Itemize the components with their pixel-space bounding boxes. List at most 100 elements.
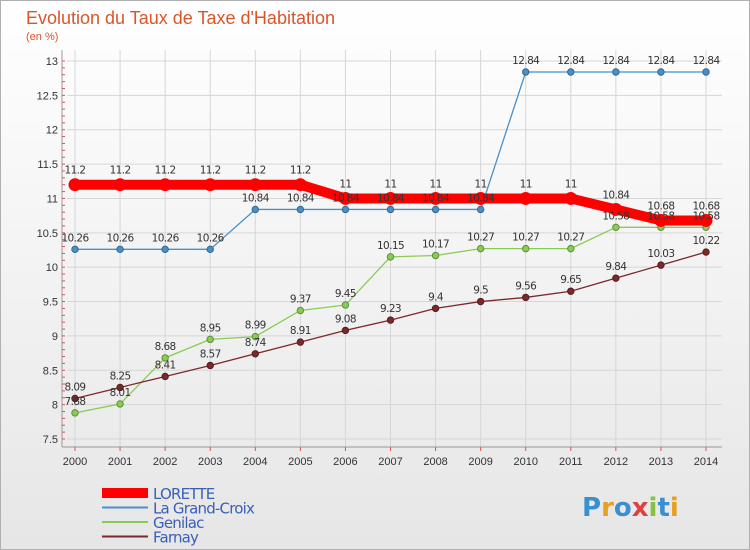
x-tick-label: 2007 <box>378 456 402 468</box>
legend-label-genilac: Genilac <box>153 514 204 532</box>
legend-label-lorette: LORETTE <box>153 485 215 503</box>
legend-label-la-grand-croix: La Grand-Croix <box>153 500 255 518</box>
data-point-farnay <box>251 350 259 358</box>
data-label-genilac: 10.17 <box>422 238 449 250</box>
data-label-genilac: 10.15 <box>377 240 404 252</box>
data-label-lorette: 11 <box>475 178 487 190</box>
data-point-lorette <box>68 178 82 192</box>
data-label-farnay: 9.56 <box>515 280 537 292</box>
data-point-genilac <box>567 244 575 253</box>
data-point-farnay <box>296 338 305 346</box>
y-tick-label: 7.5 <box>43 434 58 446</box>
data-label-la-grand-croix: 10.26 <box>197 232 225 244</box>
data-label-genilac: 9.45 <box>335 288 356 300</box>
series-layer <box>68 68 713 417</box>
data-point-la-grand-croix <box>431 205 440 214</box>
y-tick-label: 11.5 <box>37 159 58 171</box>
data-label-la-grand-croix: 10.84 <box>332 192 360 204</box>
data-label-lorette: 11.2 <box>65 165 86 177</box>
data-point-la-grand-croix <box>116 245 124 254</box>
data-label-genilac: 8.01 <box>110 387 131 399</box>
data-point-genilac <box>161 354 169 362</box>
data-label-la-grand-croix: 12.84 <box>692 55 720 67</box>
y-tick-label: 8 <box>52 400 58 412</box>
data-label-farnay: 9.4 <box>428 291 444 303</box>
data-point-genilac <box>206 335 214 344</box>
y-tick-label: 10 <box>46 262 58 274</box>
data-label-lorette: 10.68 <box>692 200 719 212</box>
data-point-farnay <box>431 304 440 313</box>
data-point-genilac <box>116 400 124 408</box>
data-point-lorette <box>158 178 172 192</box>
y-tick-label: 12.5 <box>37 90 58 102</box>
x-tick-label: 2004 <box>243 456 267 468</box>
data-label-lorette: 11.2 <box>245 165 266 177</box>
x-tick-label: 2009 <box>468 456 492 468</box>
data-label-farnay: 10.22 <box>692 235 719 247</box>
data-point-lorette <box>429 191 443 205</box>
data-point-farnay <box>657 261 665 269</box>
data-label-genilac: 9.37 <box>290 293 311 305</box>
logo-text: Proxiti <box>582 493 679 523</box>
data-point-la-grand-croix <box>386 205 395 214</box>
data-label-lorette: 11.2 <box>200 165 221 177</box>
axes: 7.5 8 8.5 9 9.5 10 10.5 11 11.5 12 12.5 13 2000 2001 2… <box>37 50 722 468</box>
y-tick-label: 12 <box>46 125 58 137</box>
data-label-lorette: 11 <box>339 178 351 190</box>
data-label-la-grand-croix: 12.84 <box>557 55 585 67</box>
x-tick-label: 2013 <box>649 456 673 468</box>
data-point-farnay <box>206 361 214 370</box>
data-point-lorette <box>699 213 713 227</box>
data-label-genilac: 7.88 <box>65 396 86 408</box>
data-label-lorette: 10.68 <box>647 200 674 212</box>
x-tick-label: 2003 <box>198 456 222 468</box>
y-tick-label: 11 <box>47 193 58 205</box>
data-point-lorette <box>203 178 217 192</box>
data-point-lorette <box>293 178 307 192</box>
data-point-farnay <box>386 316 395 324</box>
data-label-farnay: 8.91 <box>290 325 311 337</box>
x-tick-label: 2006 <box>333 456 357 468</box>
data-label-farnay: 9.84 <box>605 261 627 273</box>
data-label-lorette: 11.2 <box>290 165 311 177</box>
data-label-la-grand-croix: 10.26 <box>107 232 135 244</box>
x-tick-label: 2008 <box>423 456 447 468</box>
data-point-lorette <box>384 191 397 205</box>
data-label-la-grand-croix: 10.84 <box>377 192 405 204</box>
data-point-farnay <box>476 297 485 306</box>
data-point-la-grand-croix <box>206 245 214 254</box>
data-label-genilac: 10.27 <box>467 232 494 244</box>
data-label-farnay: 9.5 <box>473 285 488 297</box>
x-tick-label: 2010 <box>513 456 537 468</box>
data-label-lorette: 11.2 <box>155 165 176 177</box>
data-point-lorette <box>564 191 578 205</box>
y-tick-label: 10.5 <box>37 228 58 240</box>
x-tick-label: 2000 <box>63 456 87 468</box>
data-label-la-grand-croix: 10.84 <box>467 192 495 204</box>
data-point-lorette <box>338 191 352 205</box>
data-point-lorette <box>654 213 668 227</box>
data-label-farnay: 9.08 <box>335 313 356 325</box>
data-label-lorette: 11 <box>520 178 532 190</box>
data-point-farnay <box>702 248 710 256</box>
data-label-la-grand-croix: 10.26 <box>152 232 180 244</box>
data-labels: 11.2 11.2 11.2 11.2 11.2 11.2 11 11 11 11 11 11 10.8… <box>61 55 721 408</box>
grid <box>67 50 722 447</box>
data-point-la-grand-croix <box>71 245 79 254</box>
data-label-farnay: 8.09 <box>65 381 86 393</box>
x-tick-label: 2014 <box>694 456 718 468</box>
data-point-la-grand-croix <box>522 68 530 76</box>
data-point-farnay <box>567 287 575 295</box>
data-label-la-grand-croix: 10.26 <box>61 232 89 244</box>
data-point-farnay <box>341 326 350 335</box>
data-label-la-grand-croix: 12.84 <box>512 55 540 67</box>
data-point-la-grand-croix <box>161 245 169 254</box>
data-label-genilac: 8.95 <box>200 322 221 334</box>
chart-title: Evolution du Taux de Taxe d'Habitation <box>26 8 335 28</box>
data-point-farnay <box>612 274 620 282</box>
data-label-genilac: 8.68 <box>155 341 176 353</box>
y-tick-label: 13 <box>46 56 58 68</box>
y-tick-label: 9 <box>52 331 58 343</box>
